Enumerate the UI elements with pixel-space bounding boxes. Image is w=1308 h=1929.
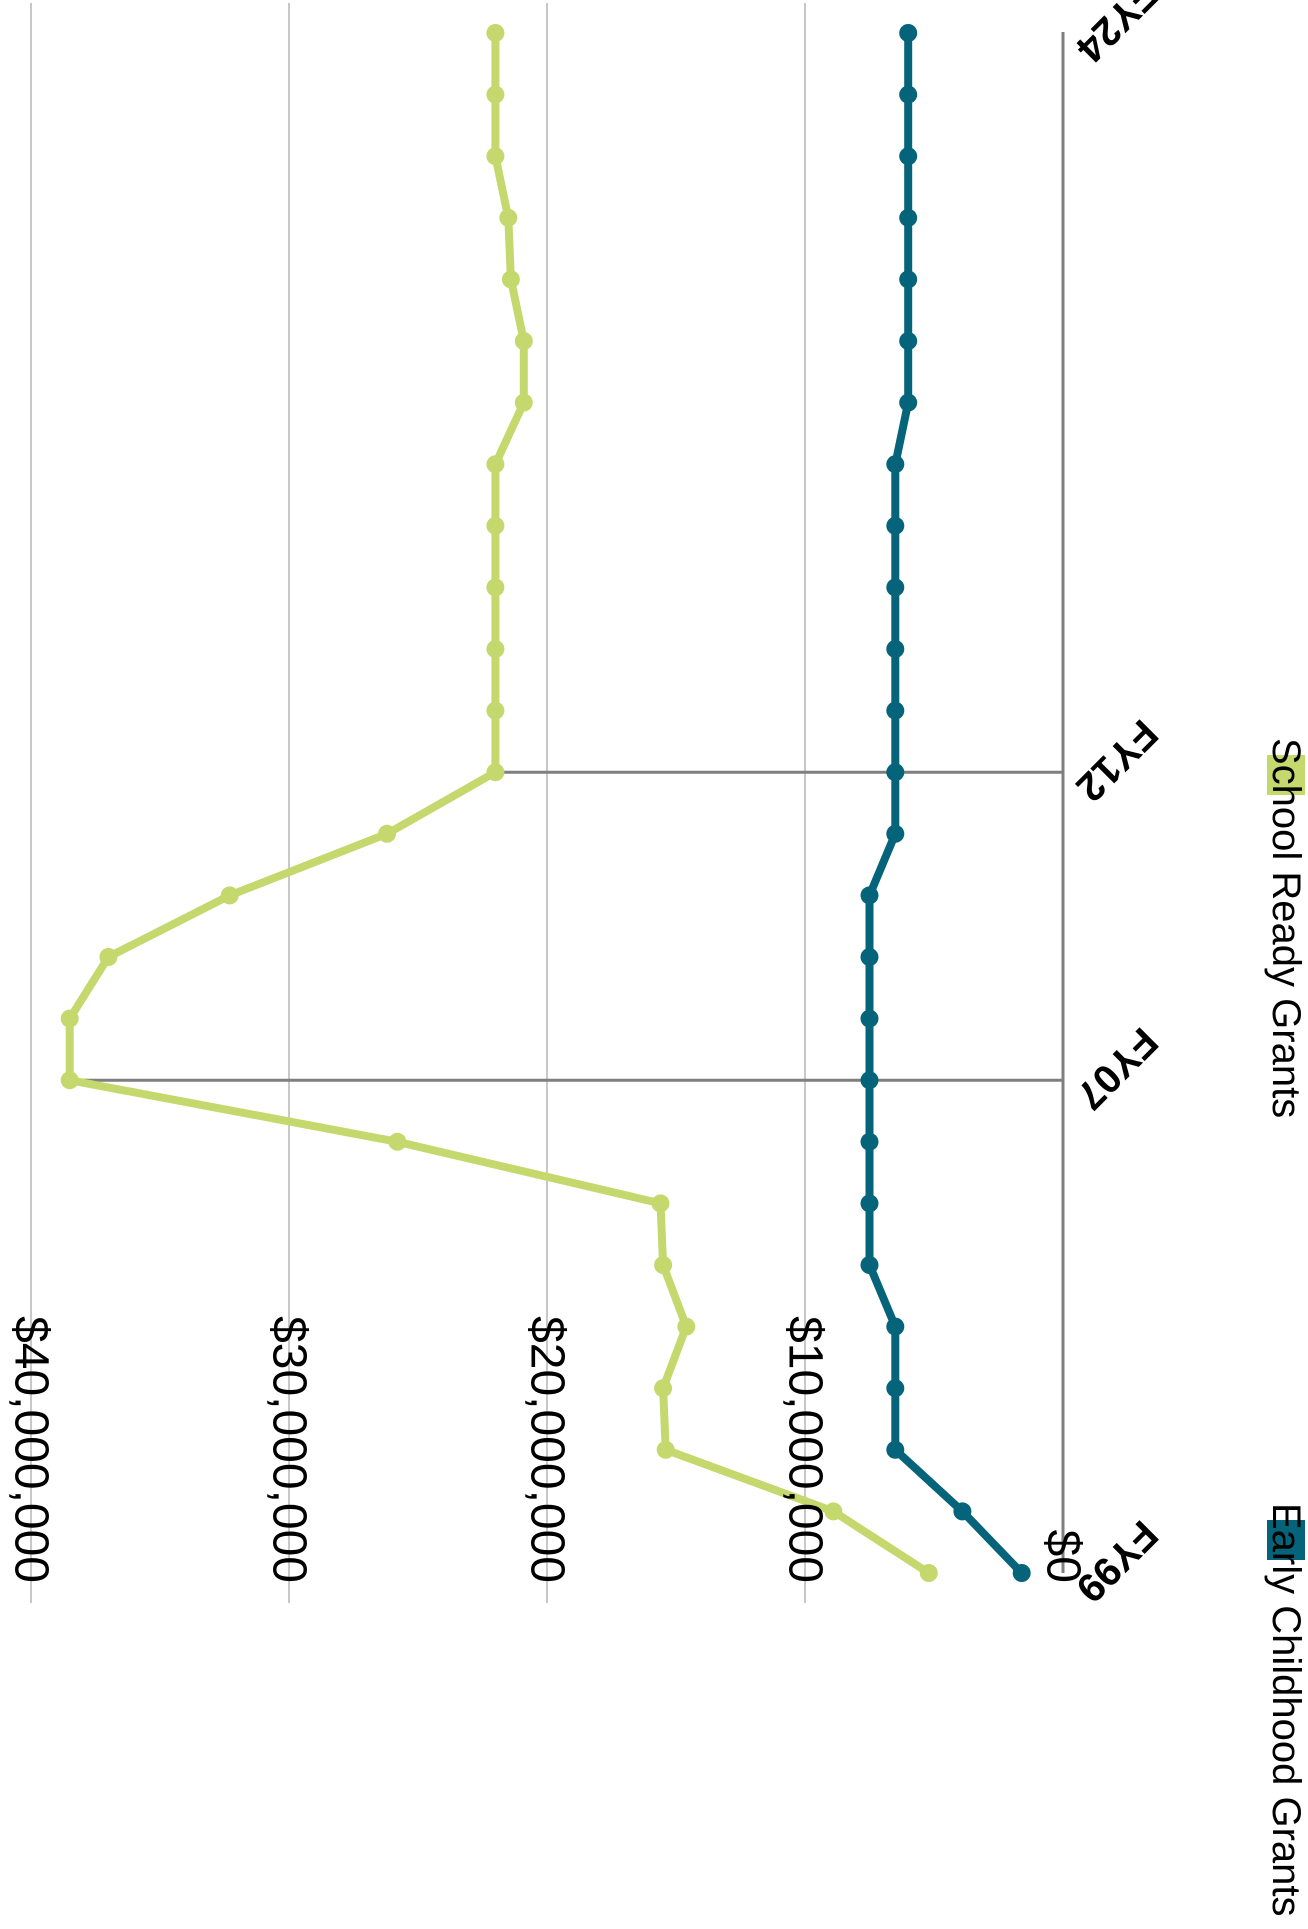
data-point [501,270,520,289]
series-line [865,29,1026,1577]
data-point [860,1071,879,1090]
data-point [486,147,505,166]
data-point [220,886,239,905]
data-point [953,1502,972,1521]
x-tick-label: FY24 [1067,0,1166,71]
legend-label: Early Childhood Grants [1264,1503,1308,1917]
data-point [886,824,905,843]
data-point [899,85,918,104]
data-point [656,1440,675,1459]
data-point [886,1379,905,1398]
data-point [486,578,505,597]
data-point [899,270,918,289]
data-point [486,640,505,658]
x-tick-label: FY07 [1067,1019,1166,1118]
x-tick-label: FY12 [1067,711,1166,810]
data-point [824,1502,843,1521]
legend: Early Childhood Grants School Ready Grant… [1264,738,1308,1917]
data-point [860,1009,879,1028]
data-point [919,1564,938,1582]
data-point [654,1256,673,1274]
data-point [378,824,396,843]
data-point [886,1440,905,1459]
data-point [860,948,879,966]
data-point [486,85,505,104]
y-tick-label: $0 [1037,1530,1090,1583]
data-point [99,948,118,966]
data-point [486,516,505,535]
data-point [899,24,918,42]
data-point [886,763,905,782]
data-point [651,1194,670,1213]
data-point [899,147,918,166]
data-point [886,701,905,720]
series-0 [860,24,1031,1582]
period-markers [69,770,1063,1082]
y-axis: $0 $10,000,000 $20,000,000 $30,000,000 $40,0… [5,1316,1090,1583]
plot-area [60,24,1031,1582]
data-point [1012,1564,1031,1582]
data-point [886,578,905,597]
series-line [65,29,933,1577]
y-tick-label: $20,000,000 [521,1316,574,1583]
data-point [60,1071,79,1090]
data-point [486,24,505,42]
data-point [899,208,918,227]
data-point [677,1317,696,1336]
data-point [499,208,518,227]
data-point [899,332,918,350]
legend-swatch [1267,755,1305,795]
series-1 [60,24,938,1582]
data-point [886,516,905,535]
data-point [860,1132,879,1151]
data-point [388,1132,407,1151]
data-point [860,1256,879,1274]
legend-label: School Ready Grants [1264,738,1308,1118]
legend-swatch [1267,1520,1305,1560]
data-point [60,1009,79,1028]
data-point [886,455,905,474]
data-point [486,455,505,474]
data-point [486,763,505,782]
legend-item-0: Early Childhood Grants [1264,1503,1308,1917]
data-point [514,332,533,350]
data-point [886,640,905,658]
data-point [860,886,879,905]
data-point [486,701,505,720]
data-point [514,393,533,412]
data-point [886,1317,905,1336]
gridlines [30,3,806,1603]
data-point [654,1379,673,1398]
y-tick-label: $30,000,000 [263,1316,316,1583]
legend-item-1: School Ready Grants [1264,738,1308,1118]
data-point [899,393,918,412]
y-tick-label: $10,000,000 [779,1316,832,1583]
y-tick-label: $40,000,000 [5,1316,58,1583]
data-point [860,1194,879,1213]
